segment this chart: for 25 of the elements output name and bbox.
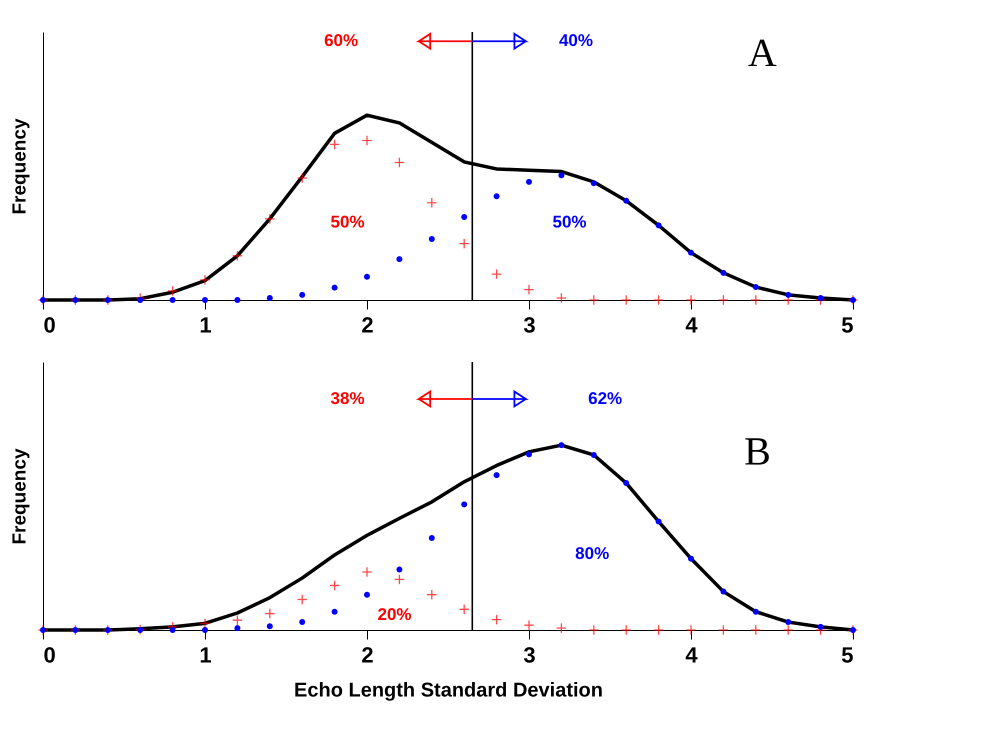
x-tick-label: 4 xyxy=(685,642,698,668)
text: 38% xyxy=(330,388,365,408)
y-axis-title: Frequency xyxy=(10,118,30,215)
annotation: 50% xyxy=(552,212,587,232)
x-tick-label: 3 xyxy=(523,642,536,668)
annotation: 20% xyxy=(378,605,412,624)
x-axis-title: Echo Length Standard Deviation xyxy=(294,680,603,702)
x-tick-label: 2 xyxy=(361,312,374,338)
text: 60% xyxy=(324,31,358,50)
x-tick-label: 2 xyxy=(361,642,374,668)
x-tick-label: 0 xyxy=(44,312,56,338)
x-tick-label: 5 xyxy=(841,312,854,338)
annotation: 50% xyxy=(330,212,365,232)
x-tick-label: 3 xyxy=(523,312,536,338)
x-tick-label: 1 xyxy=(199,642,212,668)
y-axis-title: Frequency xyxy=(10,448,30,545)
x-tick-label: 5 xyxy=(841,642,854,668)
x-tick-label: 4 xyxy=(685,312,698,338)
text: 62% xyxy=(588,388,622,408)
text: 40% xyxy=(558,31,593,50)
text: A xyxy=(748,30,777,76)
x-tick-label: 1 xyxy=(199,312,212,338)
annotation: 80% xyxy=(575,544,610,564)
x-tick-label: 0 xyxy=(44,642,56,668)
annotation: B xyxy=(744,428,771,474)
